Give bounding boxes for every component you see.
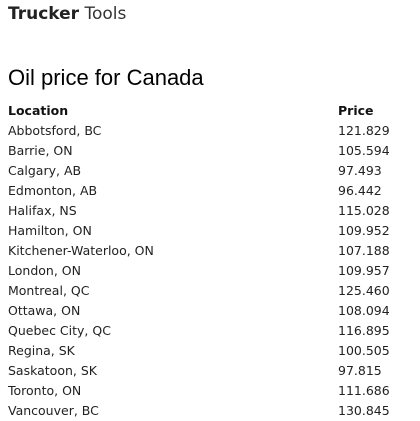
location-cell: Hamilton, ON — [8, 223, 92, 238]
table-row: London, ON 109.957 — [8, 261, 412, 281]
location-cell: Vancouver, BC — [8, 403, 99, 418]
brand-name-light: Tools — [79, 4, 127, 24]
location-cell: Halifax, NS — [8, 203, 77, 218]
price-cell: 108.094 — [338, 303, 390, 318]
location-cell: Regina, SK — [8, 343, 75, 358]
price-cell: 97.815 — [338, 363, 382, 378]
price-cell: 107.188 — [338, 243, 390, 258]
table-row: Barrie, ON 105.594 — [8, 141, 412, 161]
price-cell: 116.895 — [338, 323, 390, 338]
price-cell: 121.829 — [338, 123, 390, 138]
price-cell: 115.028 — [338, 203, 390, 218]
table-row: Regina, SK 100.505 — [8, 341, 412, 361]
location-cell: Calgary, AB — [8, 163, 82, 178]
location-cell: Toronto, ON — [8, 383, 82, 398]
price-cell: 109.957 — [338, 263, 390, 278]
price-cell: 109.952 — [338, 223, 390, 238]
table-row: Ottawa, ON 108.094 — [8, 301, 412, 321]
price-cell: 111.686 — [338, 383, 390, 398]
table-row: Kitchener-Waterloo, ON 107.188 — [8, 241, 412, 261]
page-title: Oil price for Canada — [8, 65, 204, 90]
location-cell: Montreal, QC — [8, 283, 90, 298]
location-cell: London, ON — [8, 263, 81, 278]
table-body: Abbotsford, BC 121.829 Barrie, ON 105.594 Ca… — [8, 121, 412, 421]
price-cell: 96.442 — [338, 183, 382, 198]
table-row: Vancouver, BC 130.845 — [8, 401, 412, 421]
site-logo[interactable]: Trucker Tools — [8, 2, 126, 26]
table-row: Halifax, NS 115.028 — [8, 201, 412, 221]
location-cell: Ottawa, ON — [8, 303, 81, 318]
location-cell: Edmonton, AB — [8, 183, 98, 198]
table-row: Abbotsford, BC 121.829 — [8, 121, 412, 141]
location-cell: Quebec City, QC — [8, 323, 111, 338]
table-row: Montreal, QC 125.460 — [8, 281, 412, 301]
price-cell: 130.845 — [338, 403, 390, 418]
location-cell: Kitchener-Waterloo, ON — [8, 243, 154, 258]
column-header-price: Price — [338, 103, 374, 118]
table-row: Calgary, AB 97.493 — [8, 161, 412, 181]
price-cell: 105.594 — [338, 143, 390, 158]
table-row: Saskatoon, SK 97.815 — [8, 361, 412, 381]
brand-name-bold: Trucker — [8, 4, 80, 24]
price-cell: 97.493 — [338, 163, 382, 178]
table-row: Quebec City, QC 116.895 — [8, 321, 412, 341]
location-cell: Barrie, ON — [8, 143, 73, 158]
table-header-row: Location Price — [8, 101, 412, 121]
price-cell: 125.460 — [338, 283, 390, 298]
table-row: Toronto, ON 111.686 — [8, 381, 412, 401]
location-cell: Saskatoon, SK — [8, 363, 97, 378]
table-row: Hamilton, ON 109.952 — [8, 221, 412, 241]
location-cell: Abbotsford, BC — [8, 123, 102, 138]
table-row: Edmonton, AB 96.442 — [8, 181, 412, 201]
price-table: Location Price Abbotsford, BC 121.829 Barr… — [8, 101, 412, 421]
price-cell: 100.505 — [338, 343, 390, 358]
column-header-location: Location — [8, 103, 69, 118]
